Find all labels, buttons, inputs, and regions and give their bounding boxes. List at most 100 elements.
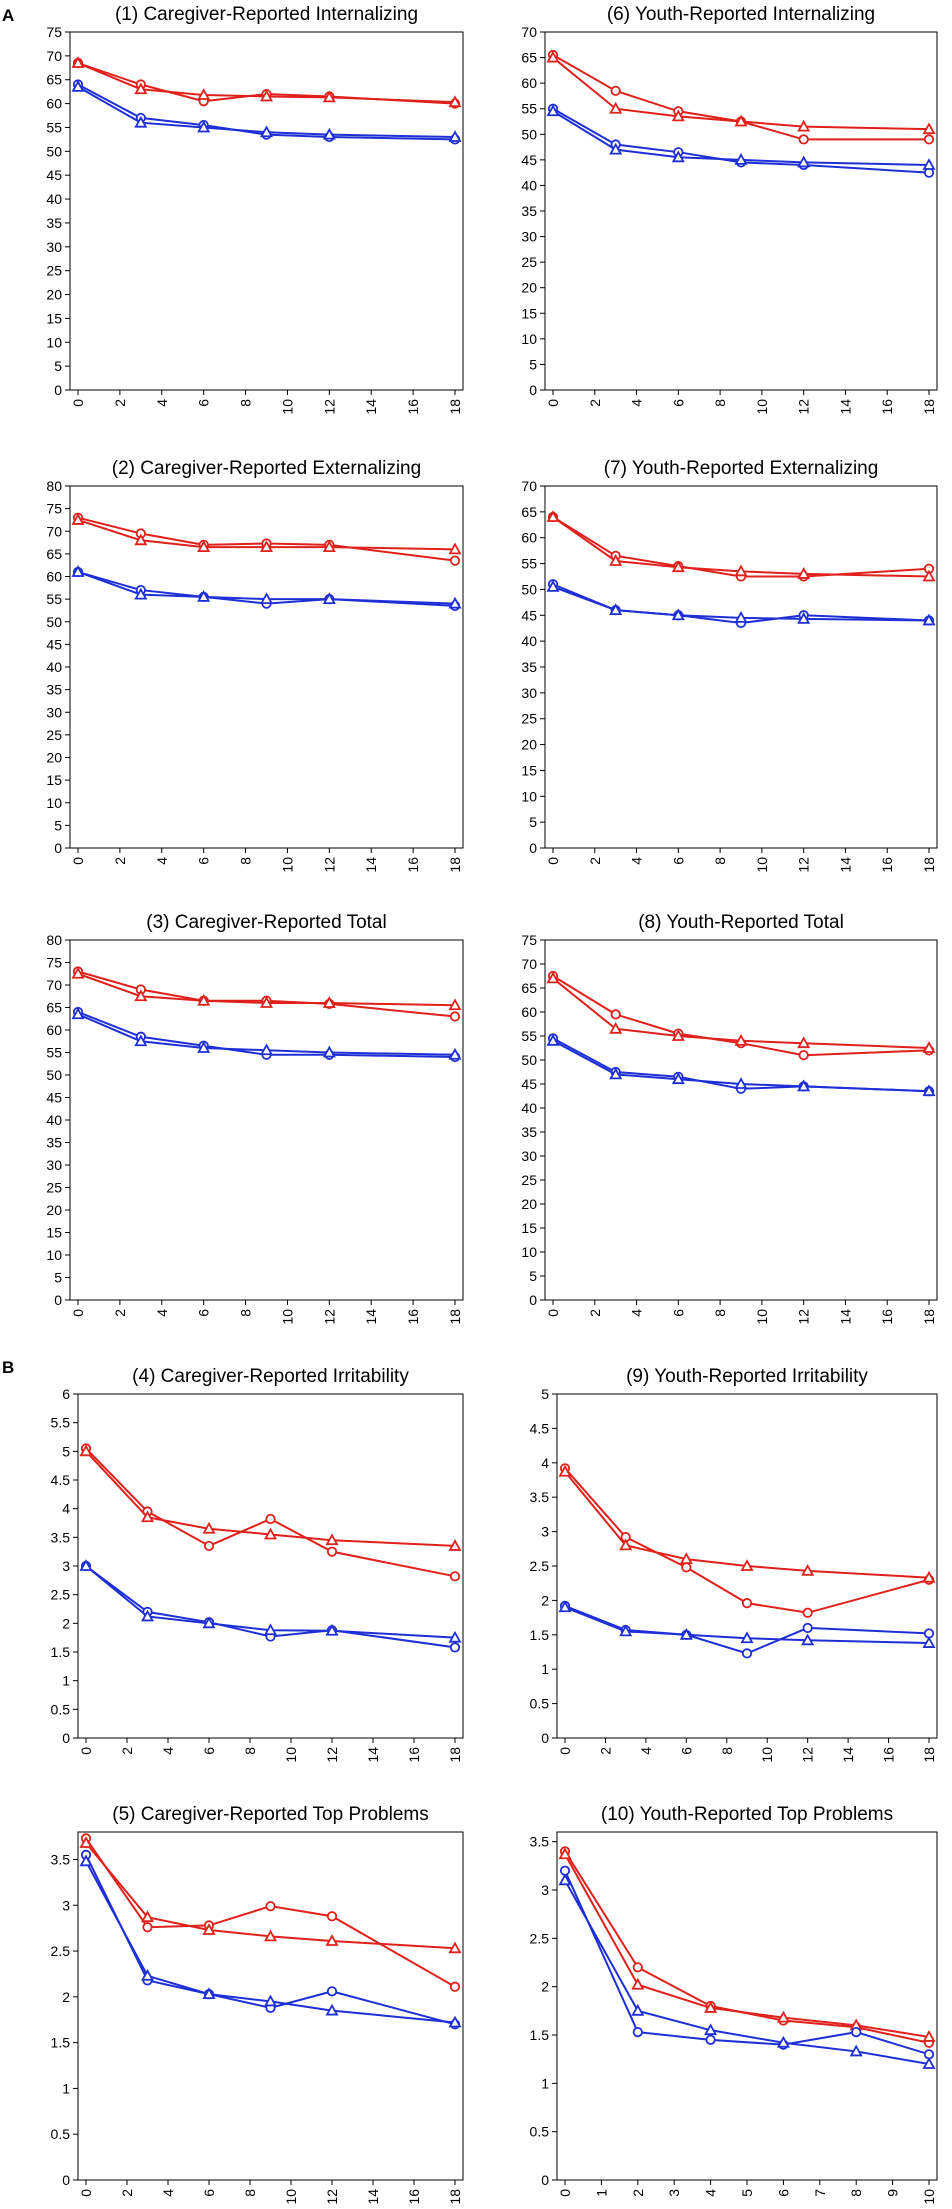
- x-tick-label: 2: [112, 399, 128, 407]
- x-tick-label: 18: [921, 1747, 937, 1763]
- x-tick-label: 16: [406, 2189, 422, 2205]
- x-tick-label: 18: [921, 1309, 937, 1325]
- y-tick-label: 65: [46, 1000, 62, 1016]
- chart-title: (8) Youth-Reported Total: [638, 912, 844, 933]
- data-point-triangle: [71, 1007, 85, 1020]
- x-tick-label: 10: [279, 857, 295, 873]
- y-tick-label: 75: [46, 955, 62, 971]
- x-tick-label: 8: [712, 857, 728, 865]
- x-tick-label: 10: [283, 1747, 299, 1763]
- x-tick-label: 2: [587, 857, 603, 865]
- y-tick-label: 60: [46, 1022, 62, 1038]
- data-point-triangle: [922, 1570, 936, 1583]
- y-tick-label: 35: [521, 203, 537, 219]
- series-line-red-triangle: [552, 56, 930, 131]
- y-tick-label: 45: [521, 1076, 537, 1092]
- y-tick-label: 0: [541, 1730, 549, 1746]
- data-point-triangle: [546, 50, 560, 63]
- x-tick-label: 2: [112, 1309, 128, 1317]
- y-tick-label: 35: [46, 1135, 62, 1151]
- y-tick-label: 70: [521, 956, 537, 972]
- x-tick-label: 16: [405, 399, 421, 415]
- y-tick-label: 3.5: [530, 1834, 550, 1850]
- data-point-triangle: [922, 1084, 936, 1097]
- data-point-triangle: [134, 587, 148, 600]
- data-point-triangle: [202, 1987, 216, 1999]
- series-line-blue-circle: [77, 1011, 456, 1058]
- y-tick-label: 80: [46, 932, 62, 948]
- y-tick-label: 20: [521, 280, 537, 296]
- data-point-triangle: [263, 1623, 278, 1636]
- x-tick-label: 2: [587, 1309, 603, 1317]
- data-point-triangle: [734, 611, 748, 623]
- x-tick-label: 16: [879, 399, 895, 415]
- y-tick-label: 6: [62, 1386, 70, 1402]
- chart-title: (2) Caregiver-Reported Externalizing: [112, 458, 421, 479]
- data-point-triangle: [140, 1510, 155, 1523]
- y-tick-label: 40: [46, 1112, 62, 1128]
- data-point-triangle: [448, 1941, 462, 1954]
- data-point-triangle: [734, 1033, 748, 1046]
- data-point-triangle: [79, 1559, 93, 1571]
- y-tick-label: 70: [46, 48, 62, 64]
- y-tick-label: 10: [46, 795, 62, 811]
- data-point-triangle: [322, 996, 336, 1008]
- series-line-red-circle: [564, 1467, 930, 1614]
- x-tick-label: 2: [119, 1747, 135, 1755]
- series-line-red-triangle: [77, 62, 456, 104]
- data-point-triangle: [448, 1047, 462, 1060]
- y-tick-label: 15: [46, 772, 62, 788]
- chart-panel-p10: (10) Youth-Reported Top Problems 0 0.5 1 1.5…: [530, 1804, 938, 2205]
- data-point-triangle: [546, 104, 560, 117]
- data-point-triangle: [801, 1633, 815, 1646]
- y-tick-label: 15: [46, 310, 62, 326]
- data-point-triangle: [734, 114, 748, 127]
- y-tick-label: 3: [541, 1882, 549, 1898]
- data-point-triangle: [325, 1623, 339, 1636]
- data-point-circle: [632, 1962, 643, 1973]
- data-point-triangle: [259, 1043, 274, 1056]
- data-point-circle: [798, 134, 809, 145]
- data-point-circle: [741, 1648, 753, 1659]
- data-point-triangle: [797, 1036, 811, 1049]
- y-tick-label: 0.5: [530, 2124, 550, 2140]
- y-tick-label: 50: [521, 1052, 537, 1068]
- y-tick-label: 1.5: [530, 1627, 550, 1643]
- chart-panel-p1: (1) Caregiver-Reported Internalizing 0 5 10…: [46, 4, 464, 415]
- chart-panel-p9: (9) Youth-Reported Irritability 0 0.5 1 1.5 2…: [530, 1366, 938, 1763]
- x-tick-label: 3: [666, 2189, 682, 2197]
- data-point-circle: [851, 2027, 862, 2038]
- data-point-triangle: [558, 1847, 572, 1860]
- x-tick-label: 16: [879, 1309, 895, 1325]
- data-point-triangle: [71, 80, 85, 92]
- x-tick-label: 8: [719, 1747, 735, 1755]
- x-tick-label: 18: [447, 399, 463, 415]
- x-tick-label: 4: [629, 399, 645, 407]
- y-tick-label: 30: [521, 229, 537, 245]
- y-tick-label: 60: [46, 569, 62, 585]
- x-tick-label: 0: [557, 1747, 573, 1755]
- y-tick-label: 40: [46, 191, 62, 207]
- x-tick-label: 6: [670, 857, 686, 865]
- x-tick-label: 12: [800, 1747, 816, 1763]
- data-point-triangle: [546, 510, 560, 522]
- y-tick-label: 1.5: [530, 2027, 550, 2043]
- series-line-blue-triangle: [77, 86, 456, 139]
- y-tick-label: 40: [521, 1100, 537, 1116]
- data-point-triangle: [797, 1079, 811, 1092]
- y-tick-label: 10: [521, 331, 537, 347]
- y-tick-label: 3: [541, 1524, 549, 1540]
- x-tick-label: 6: [196, 857, 212, 865]
- data-point-triangle: [558, 1600, 572, 1613]
- data-point-triangle: [801, 1563, 815, 1576]
- x-tick-label: 2: [630, 2189, 646, 2197]
- y-tick-label: 0: [541, 2172, 549, 2188]
- x-tick-label: 10: [754, 857, 770, 873]
- x-tick-label: 18: [921, 857, 937, 873]
- x-tick-label: 2: [597, 1747, 613, 1755]
- x-tick-label: 14: [363, 857, 379, 873]
- data-point-triangle: [734, 1077, 748, 1089]
- y-tick-label: 3: [62, 1558, 70, 1574]
- data-point-triangle: [679, 1627, 693, 1640]
- data-point-triangle: [619, 1538, 633, 1551]
